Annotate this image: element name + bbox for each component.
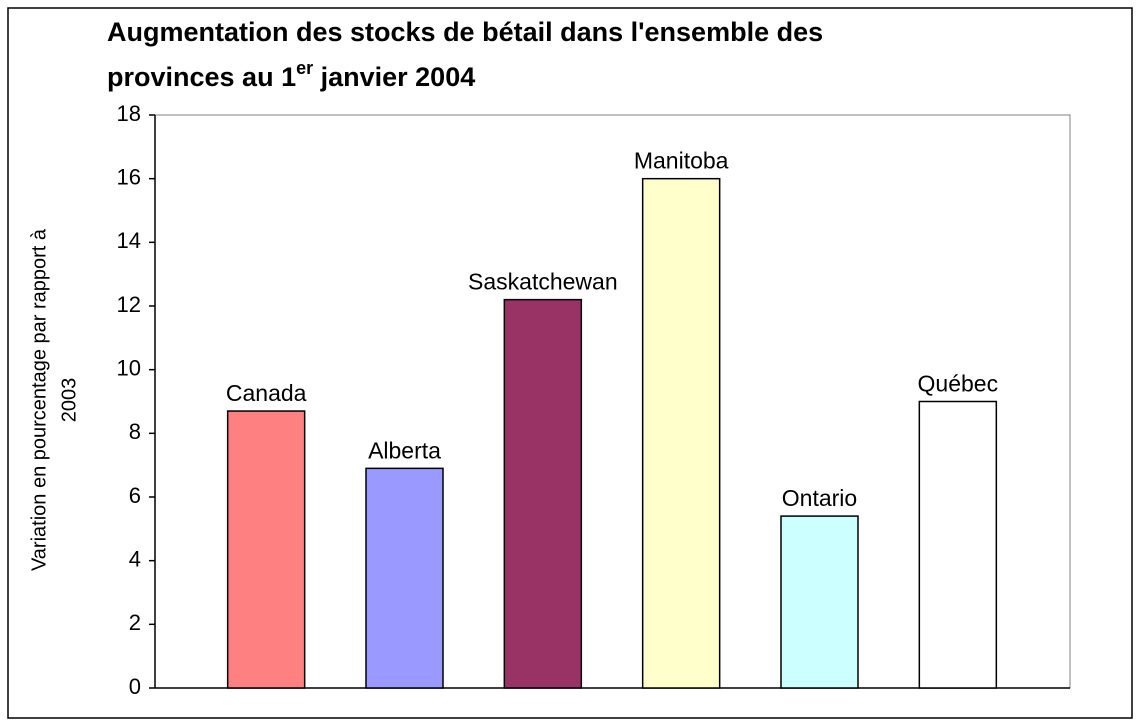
bar — [226, 410, 306, 689]
y-axis-label-line: 2003 — [58, 378, 80, 423]
y-tick-label: 4 — [129, 546, 141, 571]
bar-category-label: Alberta — [368, 437, 441, 463]
bar-category-label: Manitoba — [634, 148, 729, 174]
bar — [503, 298, 583, 689]
y-tick-label: 10 — [117, 355, 141, 380]
bar-category-label: Ontario — [782, 485, 857, 511]
bar — [641, 177, 721, 689]
y-tick-label: 8 — [129, 419, 141, 444]
bar-category-label: Saskatchewan — [468, 269, 618, 295]
bar — [365, 467, 444, 689]
title-line: provinces au 1 — [107, 62, 296, 92]
bar — [918, 400, 998, 689]
bar-category-label: Canada — [226, 380, 307, 406]
y-tick-label: 0 — [129, 674, 141, 699]
title-superscript: er — [296, 58, 313, 78]
chart-title: Augmentation des stocks de bétail dans l… — [107, 17, 823, 47]
chart-title: provinces au 1er janvier 2004 — [107, 58, 475, 92]
y-tick-label: 16 — [117, 164, 141, 189]
bar — [780, 515, 859, 689]
y-tick-label: 6 — [129, 483, 141, 508]
title-line: janvier 2004 — [313, 62, 475, 92]
bar-category-label: Québec — [918, 371, 999, 397]
y-tick-label: 18 — [117, 101, 141, 126]
y-axis-label-line: Variation en pourcentage par rapport à — [28, 228, 50, 571]
y-tick-label: 2 — [129, 610, 141, 635]
y-tick-label: 12 — [117, 292, 141, 317]
title-line: Augmentation des stocks de bétail dans l… — [107, 17, 823, 47]
y-axis-label: Variation en pourcentage par rapport à 2… — [28, 228, 80, 571]
y-tick-label: 14 — [117, 228, 141, 253]
